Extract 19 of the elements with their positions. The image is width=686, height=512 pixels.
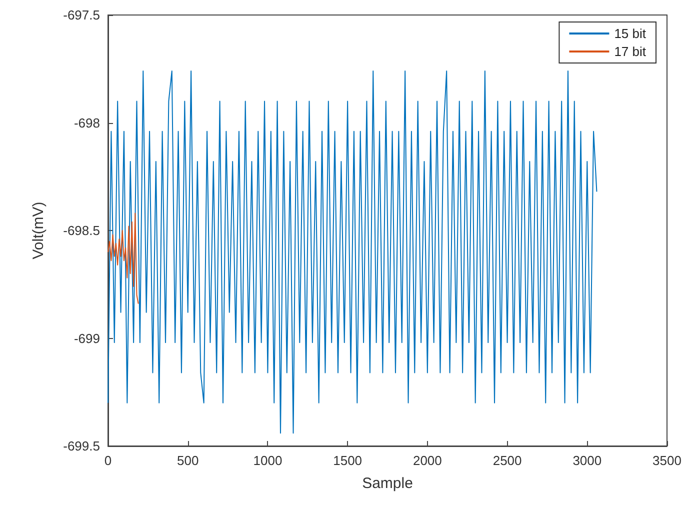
x-tick-label: 2500 [492,453,522,468]
x-tick-label: 3500 [652,453,682,468]
y-tick-label: -699 [74,330,100,346]
x-axis-title: Sample [362,475,413,492]
x-tick-label: 1500 [333,453,362,468]
legend-label: 17 bit [614,44,646,59]
x-tick-label: 500 [177,453,199,468]
x-tick-label: 1000 [253,453,282,468]
x-tick-label: 3000 [572,453,602,468]
line-series [108,70,598,434]
y-tick-label: -698 [74,115,100,130]
y-axis-title: Volt(mV) [30,202,47,260]
y-tick-label: -697.5 [63,8,100,22]
x-tick-label: 2000 [412,453,442,468]
x-tick-label: 0 [104,453,112,468]
y-tick-label: -699.5 [63,438,100,454]
line-series [108,212,139,304]
y-tick-label: -698.5 [63,223,100,238]
legend-label: 15 bit [614,26,646,41]
